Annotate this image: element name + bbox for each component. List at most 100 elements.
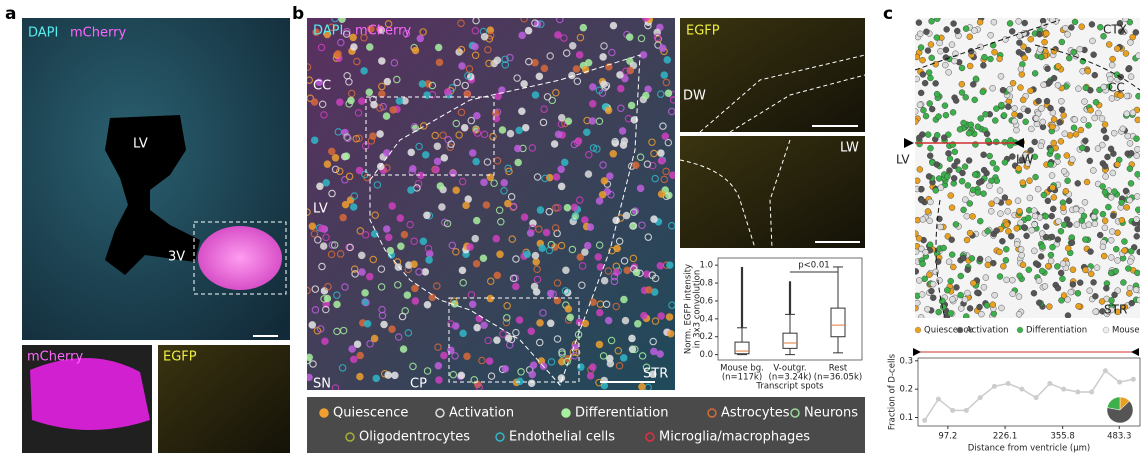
cell-dot (985, 262, 991, 268)
cell-dot (953, 98, 959, 104)
cell-dot (948, 278, 954, 284)
cell-dot (384, 226, 390, 232)
channel-label: mCherry (70, 26, 126, 41)
cell-dot (497, 251, 503, 257)
cell-dot (600, 54, 606, 60)
cell-dot (920, 216, 926, 222)
cell-dot (1049, 213, 1055, 219)
cell-dot (463, 202, 469, 208)
cell-dot (337, 99, 343, 105)
cell-dot (1047, 162, 1053, 168)
cell-dot (651, 348, 657, 354)
cell-dot (970, 213, 976, 219)
cell-dot (983, 275, 989, 281)
data-point (978, 395, 983, 400)
cell-dot (949, 42, 955, 48)
cell-dot (990, 302, 996, 308)
cell-dot (925, 132, 931, 138)
data-point (1047, 381, 1052, 386)
cell-dot (386, 234, 392, 240)
cell-dot (1115, 257, 1121, 263)
cell-dot (1016, 40, 1022, 46)
cell-dot (597, 264, 603, 270)
cell-dot (323, 180, 329, 186)
cell-dot (950, 264, 956, 270)
cell-dot (437, 183, 443, 189)
cell-dot (1051, 116, 1057, 122)
cell-dot (916, 20, 922, 26)
cell-dot (981, 191, 987, 197)
cell-dot (1037, 31, 1043, 37)
cell-dot (987, 153, 993, 159)
cell-dot (384, 78, 390, 84)
cell-dot (670, 172, 676, 178)
x-axis-label: Transcript spots (755, 382, 824, 392)
cell-dot (971, 28, 977, 34)
cell-dot (953, 221, 959, 227)
cell-dot (927, 199, 933, 205)
cell-dot (334, 301, 340, 307)
micrograph (680, 136, 865, 248)
data-point (1075, 390, 1080, 395)
cell-dot (1073, 131, 1079, 137)
cell-dot (937, 277, 943, 283)
cell-dot (1127, 285, 1133, 291)
data-point (964, 408, 969, 413)
cell-dot (1045, 263, 1051, 269)
cell-dot (502, 366, 508, 372)
reporter-signal (30, 358, 150, 430)
channel-label: DAPI (313, 24, 343, 39)
cell-dot (975, 124, 981, 130)
cell-dot (934, 132, 940, 138)
cell-dot (658, 150, 664, 156)
cell-dot (595, 254, 601, 260)
x-tick-label: 483.3 (1107, 432, 1131, 442)
cell-dot (1127, 259, 1133, 265)
cell-dot (585, 171, 591, 177)
cell-dot (587, 224, 593, 230)
pie-slice (1107, 397, 1120, 410)
cell-dot (916, 277, 922, 283)
data-point (1034, 395, 1039, 400)
cell-dot (942, 103, 948, 109)
cell-dot (962, 297, 968, 303)
cell-dot (922, 276, 928, 282)
cell-dot (1071, 125, 1077, 131)
cell-dot (1076, 303, 1082, 309)
region-label: SN (313, 377, 331, 392)
cell-dot (919, 197, 925, 203)
cell-dot (936, 309, 942, 315)
cell-dot (412, 298, 418, 304)
cell-dot (548, 320, 554, 326)
cell-dot (1092, 209, 1098, 215)
data-point (1019, 387, 1024, 392)
cell-dot (536, 73, 542, 79)
cell-dot (1028, 36, 1034, 42)
cell-dot (997, 188, 1003, 194)
cell-dot (1054, 263, 1060, 269)
cell-dot (389, 326, 395, 332)
cell-dot (920, 261, 926, 267)
cell-dot (1099, 116, 1105, 122)
cell-dot (627, 67, 633, 73)
cell-dot (515, 159, 521, 165)
cell-dot (617, 72, 623, 78)
cell-dot (350, 204, 356, 210)
cell-dot (917, 166, 923, 172)
cell-dot (919, 292, 925, 298)
cell-dot (1102, 218, 1108, 224)
cell-dot (651, 216, 657, 222)
cell-dot (1067, 132, 1073, 138)
cell-dot (601, 277, 607, 283)
cell-dot (1111, 189, 1117, 195)
cell-dot (1074, 222, 1080, 228)
cell-dot (1093, 309, 1099, 315)
legend-label: Differentiation (1026, 326, 1087, 336)
cell-dot (354, 341, 360, 347)
region-label: LV (896, 153, 910, 167)
cell-dot (934, 16, 940, 22)
cell-dot (339, 16, 345, 22)
cell-dot (917, 102, 923, 108)
cell-dot (1134, 193, 1140, 199)
cell-dot (1092, 293, 1098, 299)
